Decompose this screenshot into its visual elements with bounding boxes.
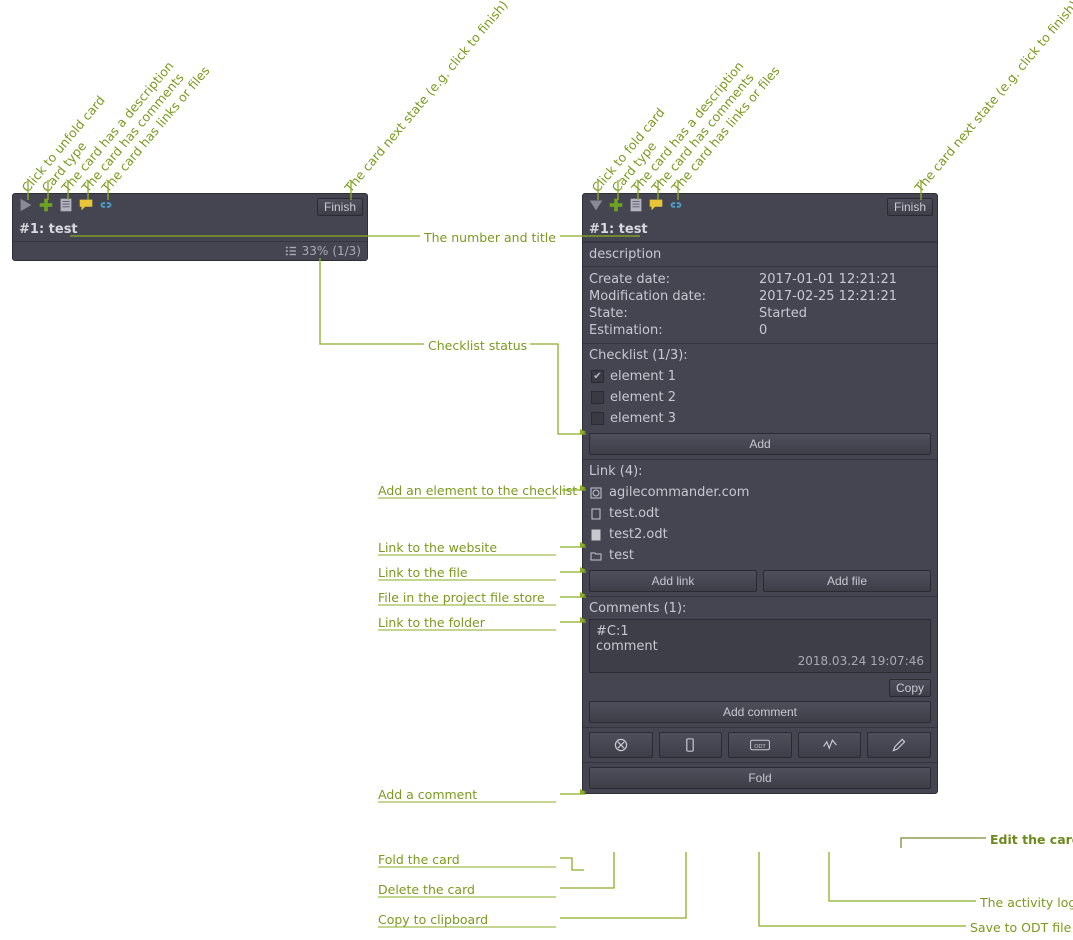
checklist-item-label: element 3 bbox=[610, 411, 676, 426]
link-label: test bbox=[609, 548, 634, 563]
finish-button[interactable]: Finish bbox=[887, 198, 933, 216]
estimation-value: 0 bbox=[759, 323, 767, 338]
link-item[interactable]: test bbox=[589, 545, 931, 566]
checklist-status-row: 33% (1/3) bbox=[13, 242, 367, 260]
links-section: Link (4): agilecommander.com test.odt te… bbox=[583, 459, 937, 596]
checklist-item[interactable]: element 1 bbox=[589, 366, 931, 387]
copy-comment-button[interactable]: Copy bbox=[889, 679, 931, 697]
description-section: description bbox=[583, 242, 937, 266]
checklist-percent: 33% bbox=[302, 244, 329, 258]
checkbox-icon[interactable] bbox=[591, 370, 604, 383]
links-icon bbox=[667, 196, 685, 218]
unfold-icon[interactable] bbox=[17, 196, 35, 218]
annotation: Add an element to the checklist bbox=[378, 483, 577, 498]
checklist-item[interactable]: element 2 bbox=[589, 387, 931, 408]
comment-text: comment bbox=[596, 639, 924, 654]
annotation: Link to the folder bbox=[378, 615, 485, 630]
card-title: #1: test bbox=[13, 220, 367, 242]
link-item[interactable]: agilecommander.com bbox=[589, 482, 931, 503]
description-icon bbox=[57, 196, 75, 218]
create-date-label: Create date: bbox=[589, 272, 759, 287]
card-type-icon bbox=[607, 196, 625, 218]
fold-button[interactable]: Fold bbox=[589, 767, 931, 789]
checklist-header: Checklist (1/3): bbox=[589, 348, 931, 366]
finish-button[interactable]: Finish bbox=[317, 198, 363, 216]
svg-text:ODT: ODT bbox=[754, 744, 766, 750]
card-header: Finish bbox=[583, 194, 937, 220]
file-link-icon bbox=[589, 507, 603, 521]
create-date-value: 2017-01-01 12:21:21 bbox=[759, 272, 897, 287]
comments-icon bbox=[77, 196, 95, 218]
comment-item: #C:1 comment 2018.03.24 19:07:46 bbox=[589, 619, 931, 673]
annotation: The card next state (e.g. click to finis… bbox=[912, 0, 1073, 195]
annotation: The card next state (e.g. click to finis… bbox=[342, 0, 511, 195]
annotation: The card has comments bbox=[649, 70, 757, 195]
activity-log-button[interactable] bbox=[798, 732, 862, 758]
annotation: Delete the card bbox=[378, 882, 475, 897]
link-label: test.odt bbox=[609, 506, 659, 521]
card-collapsed: Finish #1: test 33% (1/3) bbox=[12, 193, 368, 261]
meta-section: Create date:2017-01-01 12:21:21 Modifica… bbox=[583, 266, 937, 343]
annotation: The activity log bbox=[980, 895, 1070, 910]
estimation-label: Estimation: bbox=[589, 323, 759, 338]
description-text: description bbox=[589, 247, 931, 262]
mod-date-label: Modification date: bbox=[589, 289, 759, 304]
checklist-section: Checklist (1/3): element 1 element 2 ele… bbox=[583, 343, 937, 459]
web-link-icon bbox=[589, 486, 603, 500]
links-header: Link (4): bbox=[589, 464, 931, 482]
state-value: Started bbox=[759, 306, 807, 321]
edit-button[interactable] bbox=[867, 732, 931, 758]
add-comment-button[interactable]: Add comment bbox=[589, 701, 931, 723]
delete-button[interactable] bbox=[589, 732, 653, 758]
checklist-item-label: element 2 bbox=[610, 390, 676, 405]
annotation: Link to the file bbox=[378, 565, 468, 580]
link-item[interactable]: test2.odt bbox=[589, 524, 931, 545]
card-expanded: Finish #1: test description Create date:… bbox=[582, 193, 938, 794]
checklist-item[interactable]: element 3 bbox=[589, 408, 931, 429]
checklist-icon bbox=[284, 244, 298, 258]
annotation: The card has comments bbox=[79, 70, 187, 195]
clipboard-button[interactable] bbox=[659, 732, 723, 758]
link-label: agilecommander.com bbox=[609, 485, 749, 500]
card-header: Finish bbox=[13, 194, 367, 220]
annotation: The number and title bbox=[424, 230, 556, 245]
annotation: Save to ODT file bbox=[970, 920, 1070, 935]
state-label: State: bbox=[589, 306, 759, 321]
annotation: File in the project file store bbox=[378, 590, 545, 605]
comments-icon bbox=[647, 196, 665, 218]
annotation: Add a comment bbox=[378, 787, 477, 802]
comments-header: Comments (1): bbox=[589, 601, 931, 619]
action-bar: ODT bbox=[583, 727, 937, 762]
add-link-button[interactable]: Add link bbox=[589, 570, 757, 592]
annotation: Fold the card bbox=[378, 852, 460, 867]
checklist-item-label: element 1 bbox=[610, 369, 676, 384]
folder-link-icon bbox=[589, 549, 603, 563]
checklist-count: (1/3) bbox=[332, 244, 361, 258]
description-icon bbox=[627, 196, 645, 218]
links-icon bbox=[97, 196, 115, 218]
comment-date: 2018.03.24 19:07:46 bbox=[596, 654, 924, 668]
link-item[interactable]: test.odt bbox=[589, 503, 931, 524]
checkbox-icon[interactable] bbox=[591, 412, 604, 425]
fold-icon[interactable] bbox=[587, 196, 605, 218]
store-file-icon bbox=[589, 528, 603, 542]
annotation: Copy to clipboard bbox=[378, 912, 488, 927]
comment-id: #C:1 bbox=[596, 624, 924, 639]
card-type-icon bbox=[37, 196, 55, 218]
add-checklist-button[interactable]: Add bbox=[589, 433, 931, 455]
checkbox-icon[interactable] bbox=[591, 391, 604, 404]
comments-section: Comments (1): #C:1 comment 2018.03.24 19… bbox=[583, 596, 937, 727]
card-title: #1: test bbox=[583, 220, 937, 242]
save-odt-button[interactable]: ODT bbox=[728, 732, 792, 758]
add-file-button[interactable]: Add file bbox=[763, 570, 931, 592]
mod-date-value: 2017-02-25 12:21:21 bbox=[759, 289, 897, 304]
annotation: Checklist status bbox=[428, 338, 527, 353]
link-label: test2.odt bbox=[609, 527, 668, 542]
annotation: Edit the card bbox=[990, 832, 1073, 847]
annotation: Link to the website bbox=[378, 540, 497, 555]
